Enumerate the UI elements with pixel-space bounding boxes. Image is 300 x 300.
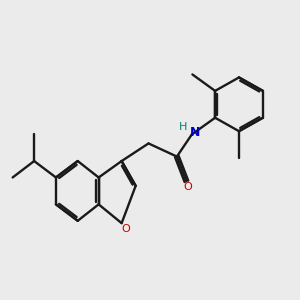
Text: N: N: [190, 127, 200, 140]
Text: O: O: [184, 182, 192, 192]
Text: H: H: [179, 122, 187, 132]
Text: O: O: [122, 224, 130, 233]
